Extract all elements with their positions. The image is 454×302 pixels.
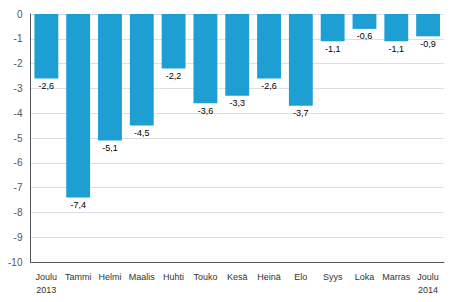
svg-text:-1: -1: [14, 33, 23, 44]
svg-text:Tammi: Tammi: [65, 272, 92, 282]
svg-text:-0,9: -0,9: [420, 39, 436, 49]
svg-text:-2,2: -2,2: [166, 71, 182, 81]
svg-text:-10: -10: [8, 257, 23, 268]
svg-text:Joulu: Joulu: [417, 272, 439, 282]
svg-text:Loka: Loka: [355, 272, 375, 282]
svg-text:-2,6: -2,6: [261, 81, 277, 91]
svg-text:-5,1: -5,1: [102, 143, 118, 153]
svg-text:-8: -8: [14, 207, 23, 218]
svg-text:-7,4: -7,4: [70, 200, 86, 210]
svg-text:-5: -5: [14, 133, 23, 144]
svg-text:Joulu: Joulu: [36, 272, 58, 282]
svg-text:-2,6: -2,6: [39, 81, 55, 91]
svg-text:Marras: Marras: [382, 272, 411, 282]
svg-text:-6: -6: [14, 157, 23, 168]
svg-text:Kesä: Kesä: [227, 272, 248, 282]
svg-text:-3,6: -3,6: [198, 106, 214, 116]
svg-text:Elo: Elo: [294, 272, 307, 282]
svg-text:-1,1: -1,1: [325, 44, 341, 54]
svg-text:Huhti: Huhti: [163, 272, 184, 282]
svg-text:-3,3: -3,3: [229, 98, 245, 108]
svg-text:-3,7: -3,7: [293, 108, 309, 118]
svg-text:-1,1: -1,1: [389, 44, 405, 54]
svg-text:-4: -4: [14, 108, 23, 119]
svg-text:2014: 2014: [418, 285, 438, 295]
svg-text:-7: -7: [14, 182, 23, 193]
svg-text:-3: -3: [14, 83, 23, 94]
svg-text:Maalis: Maalis: [129, 272, 156, 282]
svg-text:Helmi: Helmi: [98, 272, 121, 282]
svg-text:2013: 2013: [36, 285, 56, 295]
svg-text:0: 0: [17, 9, 23, 20]
svg-text:-9: -9: [14, 232, 23, 243]
svg-text:-4,5: -4,5: [134, 128, 150, 138]
svg-text:Heinä: Heinä: [257, 272, 281, 282]
svg-text:Touko: Touko: [193, 272, 217, 282]
svg-text:-2: -2: [14, 58, 23, 69]
svg-text:Syys: Syys: [323, 272, 343, 282]
svg-text:-0,6: -0,6: [357, 31, 373, 41]
